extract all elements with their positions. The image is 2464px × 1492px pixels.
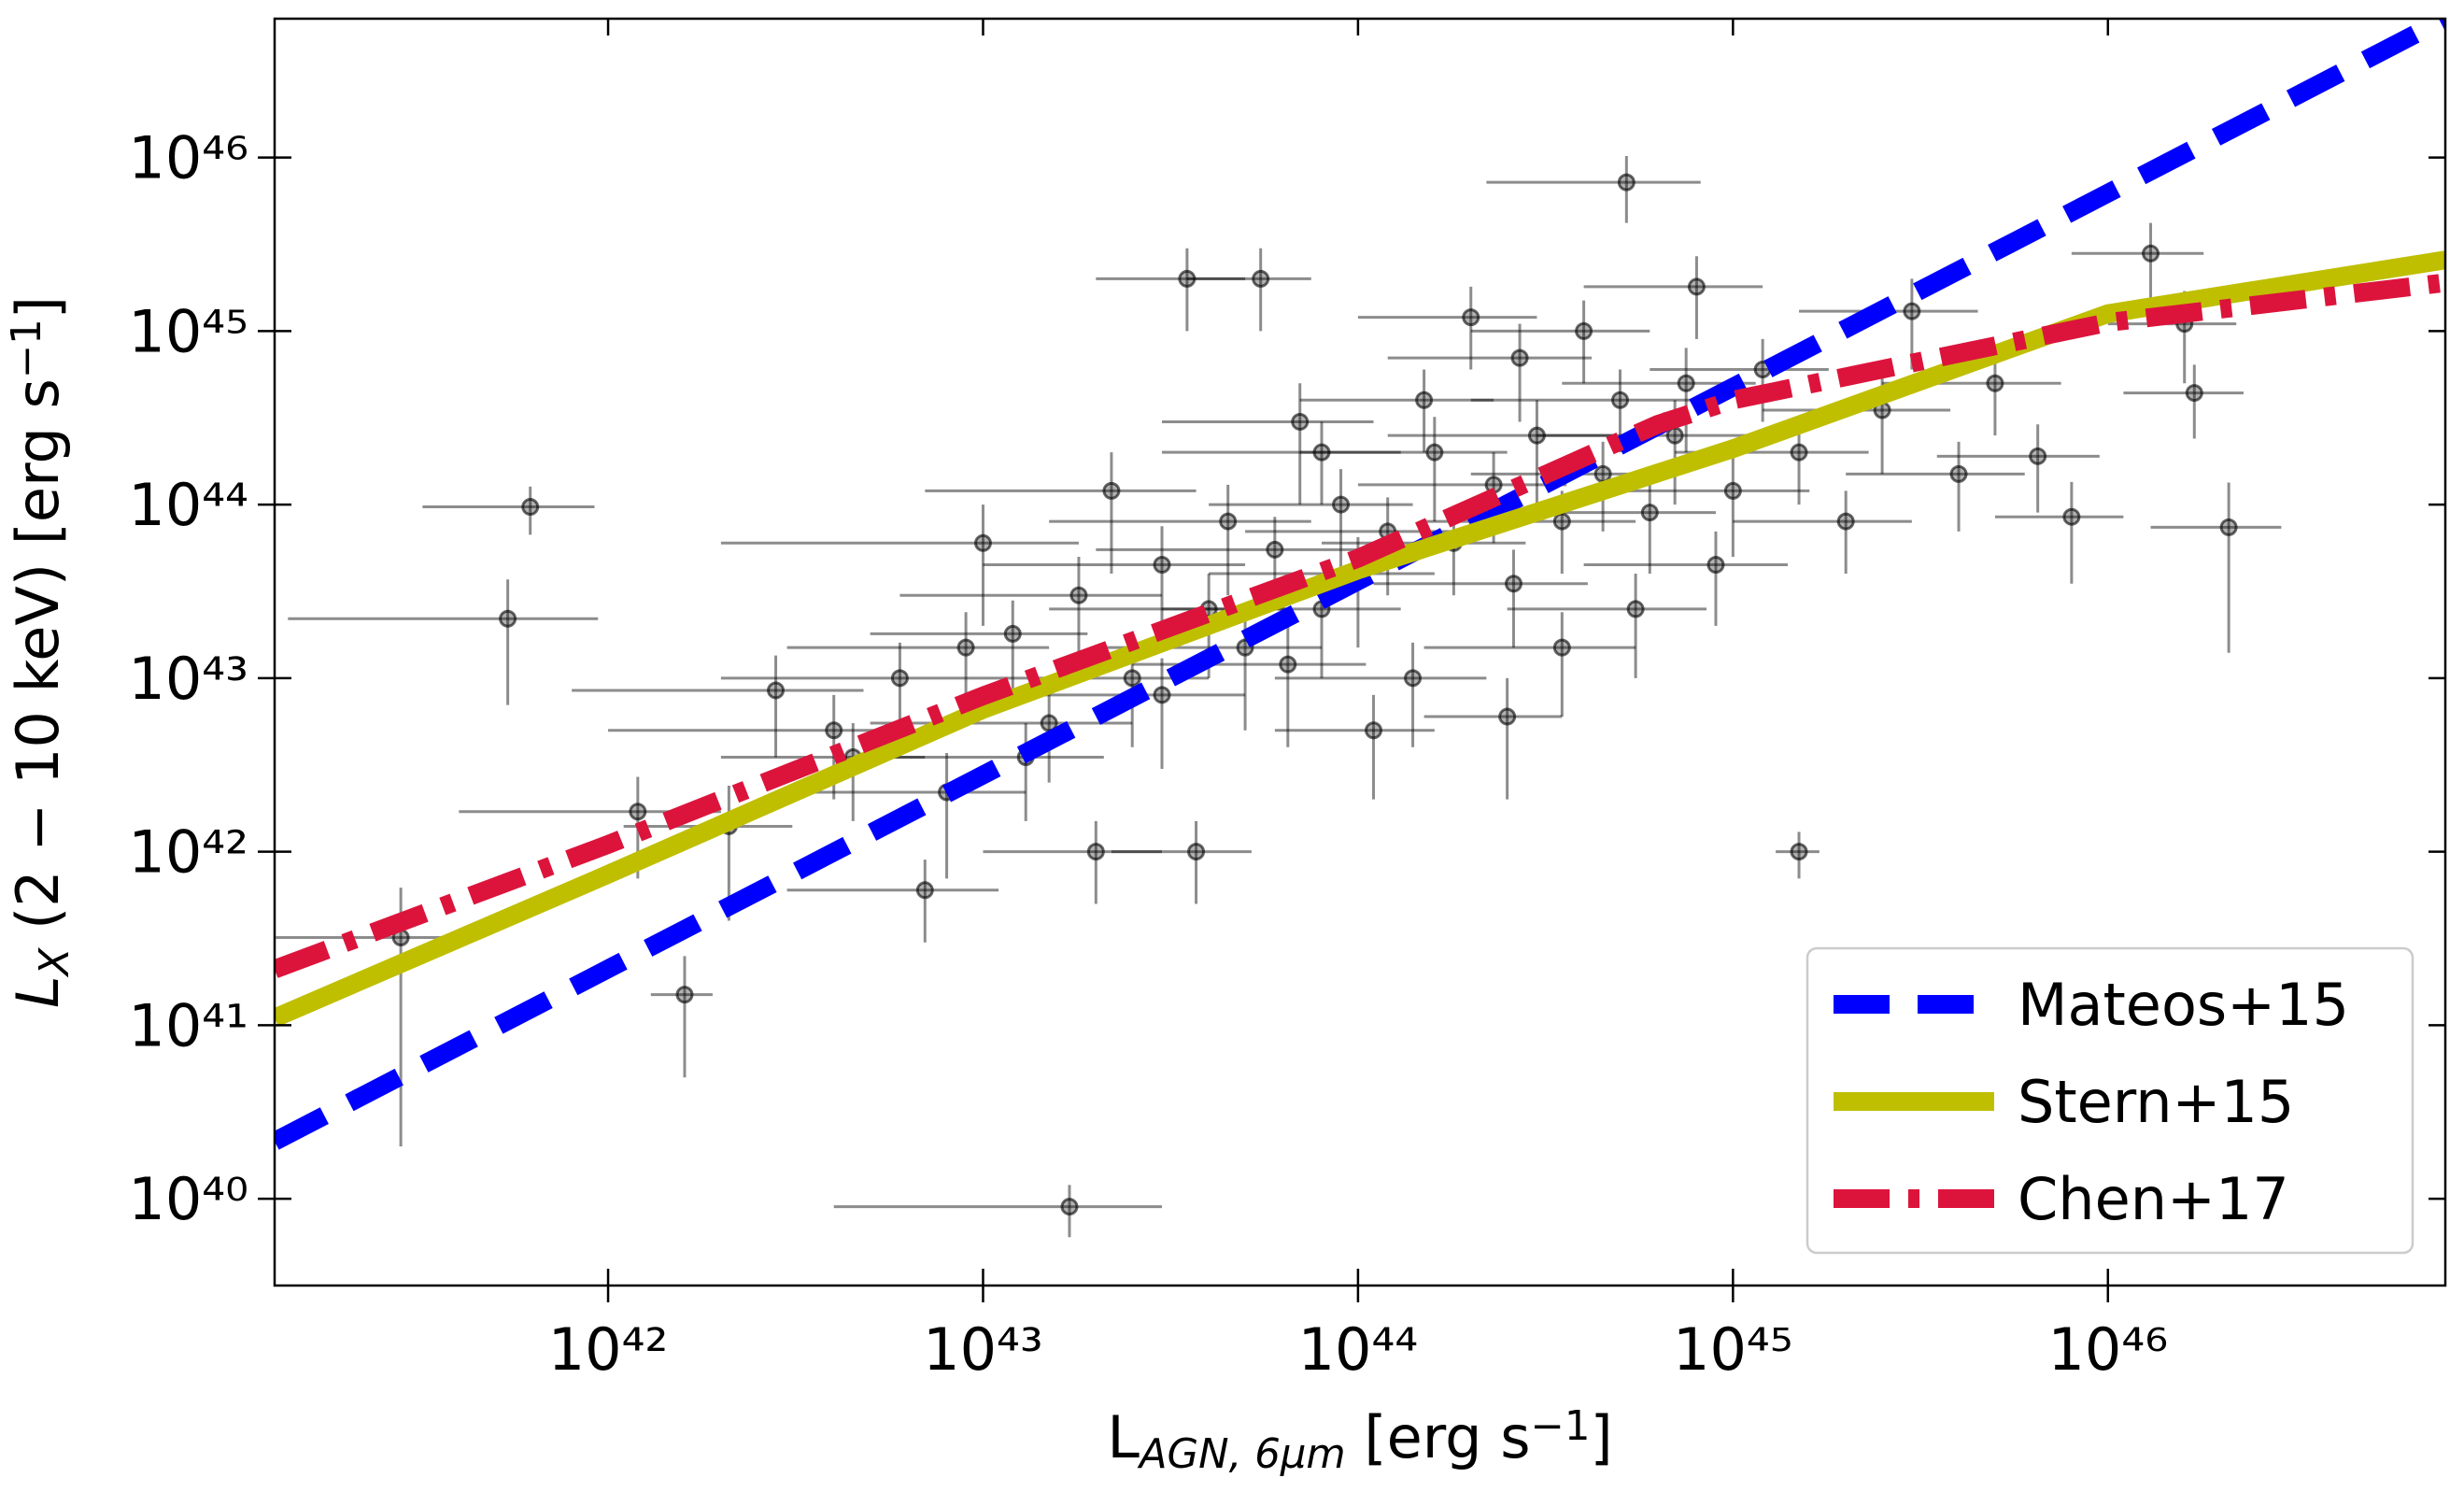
point <box>1266 540 1284 559</box>
point <box>2062 507 2081 526</box>
point <box>499 609 517 628</box>
point <box>915 881 934 900</box>
point <box>1949 464 1968 483</box>
point <box>1425 443 1444 462</box>
point <box>825 721 843 740</box>
plot-frame <box>273 17 2447 1287</box>
legend-label: Mateos+15 <box>2018 971 2349 1039</box>
x-tick-label: 10⁴⁶ <box>2047 1315 2168 1384</box>
point <box>1219 512 1238 531</box>
point <box>1836 512 1855 531</box>
legend-label: Chen+17 <box>2018 1165 2289 1233</box>
point <box>1415 391 1434 409</box>
point <box>1291 412 1310 431</box>
point <box>1086 843 1105 861</box>
point <box>767 681 786 700</box>
point <box>1102 481 1121 500</box>
point <box>1060 1198 1079 1216</box>
point <box>521 498 540 517</box>
point <box>1723 481 1742 500</box>
point <box>1332 495 1351 514</box>
point <box>2029 447 2047 465</box>
label-part: AGN, 6μm <box>1137 1431 1346 1478</box>
y-tick-label: 10⁴² <box>128 818 248 887</box>
point <box>1153 686 1171 704</box>
point <box>973 533 992 552</box>
fit-line <box>275 273 2445 978</box>
label-part: −1 <box>1531 1403 1591 1450</box>
plot-area <box>275 19 2445 1238</box>
point <box>1903 302 1921 320</box>
label-part: L <box>4 975 72 1008</box>
legend-box <box>1806 946 2414 1255</box>
fit-line <box>275 250 2445 1027</box>
point <box>2185 384 2203 403</box>
y-tick-label: 10⁴⁶ <box>128 124 248 192</box>
point <box>1687 277 1706 296</box>
label-part: X <box>32 946 78 977</box>
point <box>1527 426 1546 445</box>
point <box>1123 669 1141 688</box>
label-part: [erg s <box>1346 1403 1531 1471</box>
point <box>1677 374 1695 392</box>
x-tick-label: 10⁴³ <box>923 1315 1043 1384</box>
x-tick-label: 10⁴² <box>548 1315 669 1384</box>
point <box>1069 586 1088 604</box>
x-tick-label: 10⁴⁵ <box>1673 1315 1793 1384</box>
y-tick-label: 10⁴⁴ <box>128 471 248 539</box>
point <box>1626 600 1645 618</box>
y-tick-label: 10⁴¹ <box>128 991 248 1059</box>
xlabel-label: LAGN, 6μm [erg s−1] <box>1107 1403 1612 1478</box>
point <box>2219 518 2238 536</box>
point <box>1462 308 1480 327</box>
point <box>1617 173 1636 192</box>
point <box>1790 443 1808 462</box>
point <box>956 638 975 657</box>
point <box>1640 504 1659 522</box>
point <box>629 803 647 821</box>
point <box>1611 391 1630 409</box>
point <box>1498 707 1517 726</box>
point <box>2142 244 2160 263</box>
point <box>1552 512 1571 531</box>
point <box>1153 556 1171 575</box>
point <box>1365 721 1383 740</box>
point <box>1279 655 1297 674</box>
point <box>1187 843 1206 861</box>
point <box>1706 556 1725 575</box>
y-tick-label: 10⁴⁰ <box>128 1165 248 1233</box>
y-tick-label: 10⁴⁵ <box>128 297 248 365</box>
point <box>1510 348 1529 367</box>
y-tick-label: 10⁴³ <box>128 645 248 713</box>
point <box>1178 269 1197 288</box>
point <box>1312 443 1331 462</box>
label-part: ] <box>1590 1403 1612 1471</box>
point <box>1003 624 1022 643</box>
point <box>1404 669 1423 688</box>
point <box>1504 575 1522 593</box>
point <box>1552 638 1571 657</box>
label-part: ] <box>4 296 72 319</box>
x-tick-label: 10⁴⁴ <box>1298 1315 1419 1384</box>
point <box>890 669 909 688</box>
label-part: (2 − 10 keV) [erg s <box>4 378 72 948</box>
label-part: L <box>1107 1403 1140 1471</box>
point <box>675 986 694 1004</box>
point <box>1790 843 1808 861</box>
ylabel-label: LX (2 − 10 keV) [erg s−1] <box>4 296 78 1008</box>
fit-line <box>275 19 2445 1150</box>
legend-label: Stern+15 <box>2018 1068 2294 1136</box>
point <box>1575 321 1593 340</box>
point <box>1252 269 1270 288</box>
label-part: −1 <box>4 319 50 378</box>
point <box>1986 374 2004 392</box>
